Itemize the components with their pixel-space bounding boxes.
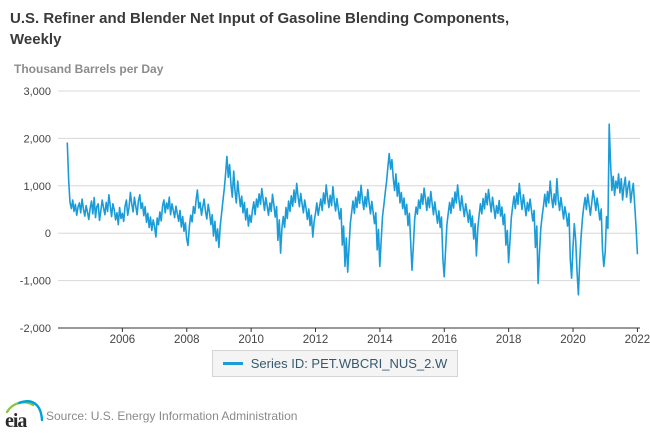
eia-logo: eia [5, 400, 44, 430]
legend-line-swatch [222, 362, 243, 365]
eia-logo-text: eia [5, 410, 27, 430]
y-tick-label: 3,000 [23, 86, 51, 98]
y-tick-label: -1,000 [20, 276, 51, 288]
x-tick-label: 2014 [367, 334, 393, 346]
series-line [66, 123, 639, 296]
eia-logo-blue-arc [17, 400, 44, 422]
x-tick-label: 2022 [625, 334, 650, 346]
y-tick-label: 2,000 [23, 133, 51, 145]
x-tick-label: 2020 [560, 334, 586, 346]
y-tick-label: 0 [45, 228, 51, 240]
x-tick-label: 2006 [110, 334, 136, 346]
x-tick-label: 2018 [496, 334, 522, 346]
source-attribution: Source: U.S. Energy Information Administ… [46, 409, 298, 423]
legend[interactable]: Series ID: PET.WBCRI_NUS_2.W [212, 350, 458, 377]
y-tick-label: 1,000 [23, 181, 51, 193]
legend-label: Series ID: PET.WBCRI_NUS_2.W [250, 356, 448, 371]
chart-title-line2: Weekly [10, 31, 62, 48]
y-tick-label: -2,000 [20, 323, 51, 335]
chart-title: U.S. Refiner and Blender Net Input of Ga… [10, 8, 632, 50]
chart-title-line1: U.S. Refiner and Blender Net Input of Ga… [10, 10, 510, 27]
x-tick-label: 2016 [431, 334, 457, 346]
x-tick-label: 2010 [238, 334, 264, 346]
x-tick-label: 2012 [303, 334, 329, 346]
y-axis-units-label: Thousand Barrels per Day [14, 62, 164, 76]
x-tick-label: 2008 [174, 334, 200, 346]
